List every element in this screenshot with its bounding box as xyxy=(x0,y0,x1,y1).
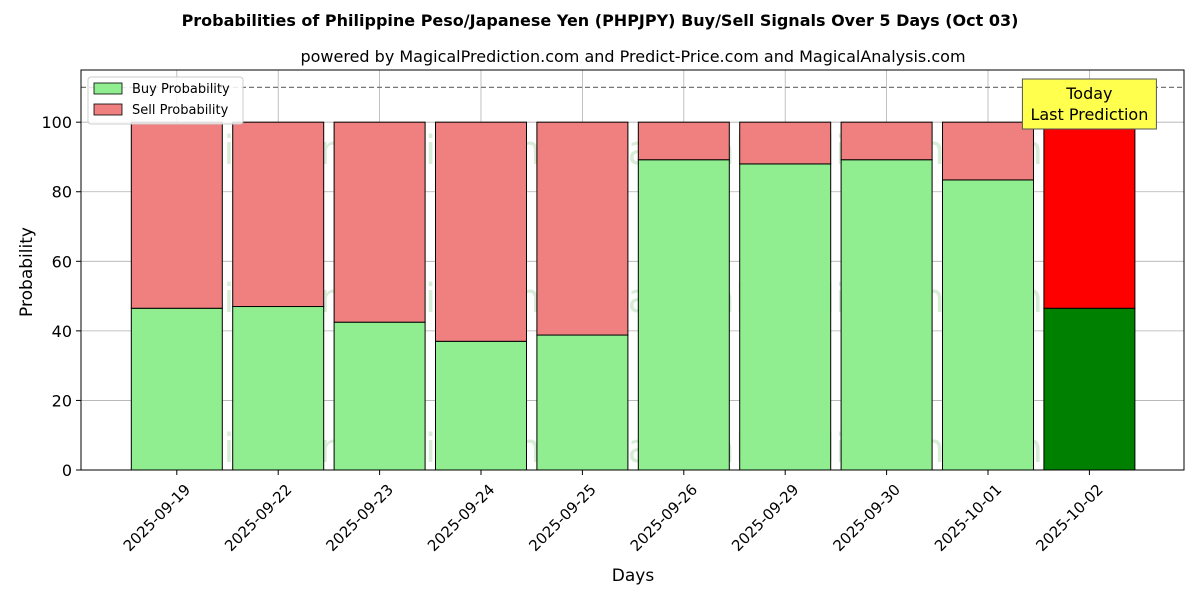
sell-bar xyxy=(435,121,527,342)
sell-bar xyxy=(232,121,325,308)
x-tick-label: 2025-09-24 xyxy=(424,481,498,555)
y-tick-label: 100 xyxy=(41,113,72,132)
sell-bar xyxy=(1043,121,1136,309)
x-tick-label: 2025-09-25 xyxy=(525,481,599,555)
plot-frame xyxy=(80,69,1185,471)
y-tick-label: 40 xyxy=(52,322,72,341)
x-tick-label: 2025-09-23 xyxy=(323,481,397,555)
x-tick-label: 2025-09-19 xyxy=(120,481,194,555)
sell-bar xyxy=(840,121,933,161)
sell-bar xyxy=(739,121,832,165)
y-tick-label: 0 xyxy=(62,461,72,480)
y-tick-label: 60 xyxy=(52,252,72,271)
sell-bar xyxy=(637,121,730,161)
buy-bar xyxy=(637,159,730,471)
chart-title: Probabilities of Philippine Peso/Japanes… xyxy=(182,11,1019,30)
sell-bar xyxy=(942,121,1034,181)
y-tick-label: 80 xyxy=(52,183,72,202)
x-tick-label: 2025-09-26 xyxy=(627,481,701,555)
y-axis-label: Probability xyxy=(17,227,37,317)
plot-area: MagicalAnalysis.comMagicalPrediction.com… xyxy=(41,69,1185,555)
legend xyxy=(87,76,244,125)
today-annotation-line2: Last Prediction xyxy=(1030,105,1148,124)
sell-bar xyxy=(333,121,426,323)
buy-bar xyxy=(840,159,933,471)
x-tick-label: 2025-09-29 xyxy=(728,481,802,555)
legend-swatch-buy xyxy=(93,82,123,95)
x-tick-label: 2025-10-01 xyxy=(931,481,1005,555)
y-tick-label: 20 xyxy=(52,391,72,410)
x-tick-label: 2025-09-30 xyxy=(830,481,904,555)
buy-bar xyxy=(435,340,527,471)
x-tick-label: 2025-10-02 xyxy=(1032,481,1106,555)
buy-bar xyxy=(232,306,325,471)
legend-label-buy: Buy Probability xyxy=(132,82,230,97)
chart-subtitle: powered by MagicalPrediction.com and Pre… xyxy=(300,47,965,66)
x-axis-label: Days xyxy=(612,566,655,586)
buy-bar xyxy=(333,321,426,471)
buy-bar xyxy=(130,307,223,471)
buy-bar xyxy=(739,163,832,471)
x-tick-label: 2025-09-22 xyxy=(221,481,295,555)
sell-bar xyxy=(536,121,629,336)
buy-bar xyxy=(536,334,629,471)
today-annotation-line1: Today xyxy=(1065,84,1112,103)
legend-label-sell: Sell Probability xyxy=(132,103,229,118)
buy-bar xyxy=(1043,307,1136,471)
buy-bar xyxy=(942,179,1034,471)
today-annotation-box xyxy=(1021,78,1157,130)
legend-swatch-sell xyxy=(93,103,123,116)
sell-bar xyxy=(130,121,223,309)
